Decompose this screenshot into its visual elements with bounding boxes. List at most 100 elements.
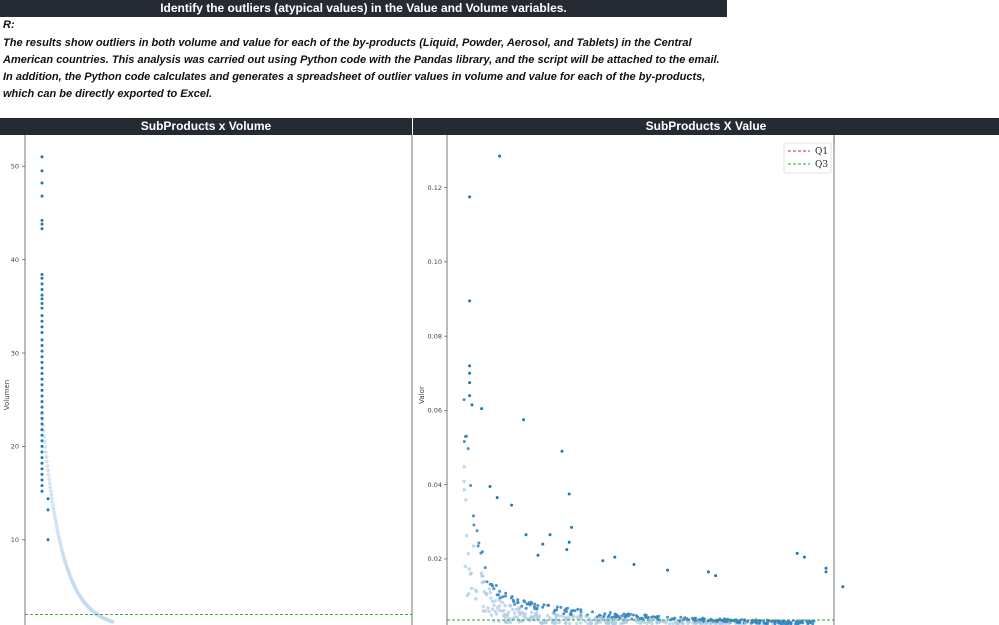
value-dense-point bbox=[671, 621, 675, 625]
value-dense-point bbox=[576, 607, 580, 611]
volume-outlier-point bbox=[40, 416, 44, 420]
value-dense-point bbox=[618, 616, 622, 620]
volume-outlier-point bbox=[40, 467, 44, 471]
value-dense-point bbox=[799, 620, 803, 624]
volume-outlier-point bbox=[40, 366, 44, 370]
value-dense-point bbox=[639, 619, 643, 624]
volume-outlier-point bbox=[40, 444, 44, 448]
volume-outlier-point bbox=[40, 439, 44, 443]
value-outlier-point bbox=[541, 542, 545, 546]
volume-tick-label: 20 bbox=[11, 443, 19, 451]
value-dense-point bbox=[503, 616, 508, 620]
value-outlier-point bbox=[565, 548, 569, 552]
value-dense-point bbox=[495, 593, 499, 597]
value-outlier-point bbox=[802, 555, 806, 559]
value-dense-point bbox=[640, 616, 644, 620]
value-outlier-point bbox=[824, 570, 828, 574]
value-dense-point bbox=[610, 615, 614, 619]
value-dense-point bbox=[494, 612, 499, 616]
value-dense-point bbox=[564, 610, 568, 614]
volume-outlier-point bbox=[40, 344, 44, 348]
value-dense-point bbox=[679, 615, 683, 619]
value-dense-point bbox=[709, 621, 713, 625]
value-dense-point bbox=[779, 620, 783, 624]
value-dense-point bbox=[628, 612, 632, 616]
answer-label: R: bbox=[3, 19, 15, 31]
volume-outlier-point bbox=[40, 287, 44, 291]
value-outlier-point bbox=[468, 299, 472, 303]
value-dense-point bbox=[751, 620, 755, 624]
value-dense-point bbox=[553, 608, 557, 612]
value-outlier-point bbox=[468, 364, 472, 368]
value-dense-point bbox=[464, 533, 469, 538]
value-dense-point bbox=[612, 615, 616, 619]
value-dense-point bbox=[596, 619, 601, 624]
volume-dense-point bbox=[54, 522, 59, 527]
value-dense-point bbox=[504, 591, 508, 595]
volume-outlier-point bbox=[40, 169, 44, 173]
value-dense-point bbox=[573, 609, 577, 613]
value-dense-point bbox=[789, 621, 793, 625]
value-dense-point bbox=[463, 564, 467, 569]
value-dense-point bbox=[541, 605, 545, 609]
value-dense-point bbox=[668, 622, 672, 625]
volume-outlier-point bbox=[40, 478, 44, 482]
value-outlier-point bbox=[601, 559, 605, 563]
volume-outlier-point bbox=[40, 489, 44, 493]
value-dense-point bbox=[482, 590, 486, 594]
volume-outlier-point bbox=[46, 497, 50, 501]
value-dense-point bbox=[471, 544, 476, 548]
value-dense-point bbox=[615, 614, 619, 618]
value-dense-point bbox=[718, 618, 722, 622]
value-dense-point bbox=[489, 613, 494, 617]
value-dense-point bbox=[646, 615, 650, 619]
value-dense-point bbox=[475, 529, 479, 533]
value-dense-point bbox=[529, 614, 533, 619]
volume-y-ticks: 10 20 30 40 50 bbox=[11, 163, 25, 544]
value-dense-point bbox=[650, 621, 654, 625]
value-dense-point bbox=[466, 551, 471, 556]
value-outlier-point bbox=[522, 418, 526, 422]
value-dense-point bbox=[589, 621, 594, 625]
value-dense-point bbox=[661, 620, 665, 624]
value-dense-point bbox=[575, 621, 579, 625]
value-dense-point bbox=[686, 619, 690, 624]
legend-q3-label: Q3 bbox=[815, 160, 828, 170]
value-dense-point bbox=[532, 605, 536, 609]
value-dense-point bbox=[481, 609, 486, 613]
value-dense-point bbox=[591, 610, 595, 614]
volume-dense-point bbox=[47, 481, 52, 486]
value-dense-point bbox=[719, 621, 724, 625]
value-outlier-point bbox=[567, 540, 571, 544]
volume-outlier-point bbox=[40, 325, 44, 329]
value-dense-point bbox=[462, 479, 466, 484]
volume-outlier-point bbox=[40, 383, 44, 387]
value-dense-point bbox=[578, 621, 583, 625]
value-dense-point bbox=[609, 618, 613, 622]
value-dense-point bbox=[624, 614, 628, 618]
value-dense-point bbox=[654, 616, 658, 620]
value-dense-point bbox=[484, 592, 489, 597]
volume-outlier-point bbox=[40, 411, 44, 415]
value-dense-point bbox=[579, 614, 584, 618]
value-dense-point bbox=[467, 591, 471, 596]
value-dense-point bbox=[516, 598, 520, 602]
value-dense-point bbox=[604, 617, 608, 622]
value-dense-point bbox=[691, 621, 696, 625]
volume-outlier-point bbox=[40, 400, 44, 404]
value-dense-point bbox=[502, 612, 507, 617]
value-dense-point bbox=[579, 610, 583, 614]
value-dense-point bbox=[517, 620, 521, 624]
value-dense-point bbox=[796, 621, 800, 625]
value-dense-cloud bbox=[462, 398, 816, 625]
value-dense-point bbox=[665, 615, 669, 619]
volume-outlier-point bbox=[40, 319, 44, 323]
volume-dense-point bbox=[53, 519, 58, 524]
volume-dense-point bbox=[49, 493, 54, 497]
value-panel-header: SubProducts X Value bbox=[413, 118, 999, 135]
value-dense-point bbox=[512, 611, 517, 615]
value-dense-point bbox=[505, 612, 510, 617]
volume-outlier-points bbox=[40, 155, 50, 542]
volume-outlier-point bbox=[40, 461, 44, 465]
value-dense-point bbox=[781, 622, 785, 625]
